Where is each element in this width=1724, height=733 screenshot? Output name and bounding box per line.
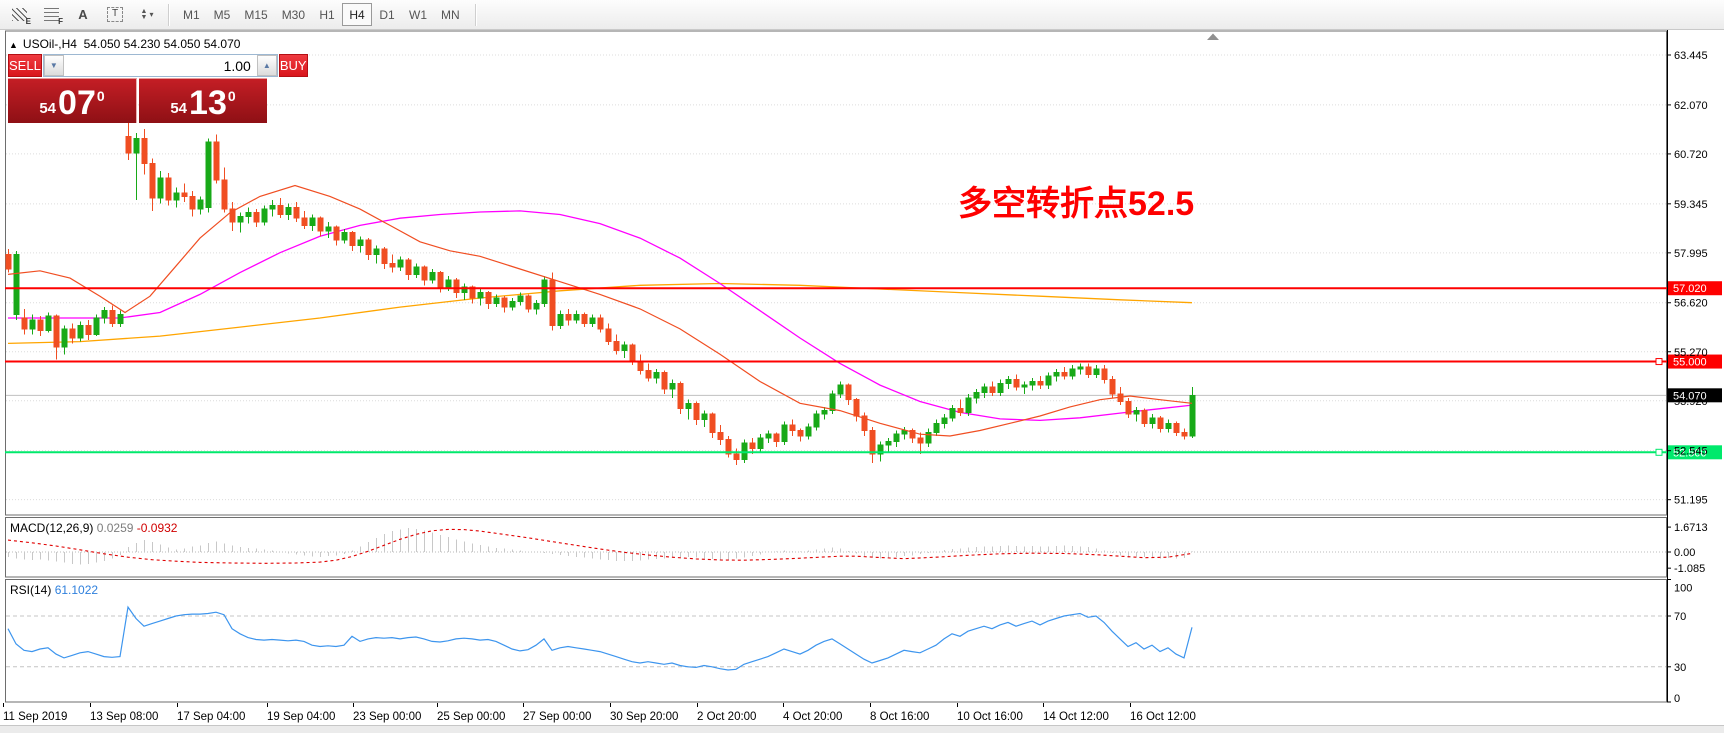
macd-axis-label: -1.085 — [1674, 563, 1705, 575]
annotation-text[interactable]: 多空转折点52.5 — [958, 185, 1195, 223]
text-box-icon[interactable]: T — [102, 4, 128, 26]
price-axis-label: 60.720 — [1674, 149, 1708, 161]
time-axis-label: 27 Sep 00:00 — [523, 711, 591, 723]
price-badge-55.000: 55.000 — [1668, 354, 1722, 369]
macd-axis-label: 1.6713 — [1674, 522, 1708, 534]
timeframe-tab-mn[interactable]: MN — [441, 7, 460, 22]
volume-decrement-button[interactable]: ▼ — [43, 55, 64, 76]
ohlc-readout: 54.050 54.230 54.050 54.070 — [83, 37, 241, 51]
timeframe-tab-w1[interactable]: W1 — [409, 7, 428, 22]
time-axis-label: 8 Oct 16:00 — [870, 711, 929, 723]
macd-indicator-label: MACD(12,26,9) 0.0259 -0.0932 — [10, 521, 178, 535]
price-axis-label: 57.995 — [1674, 248, 1708, 260]
buy-button[interactable]: BUY — [278, 54, 308, 77]
toolbar: E F A T ▲ ▼ ▾ M1 M5 M15 M30 H1 H4 D1 W1 MN — [0, 0, 1724, 30]
rsi-value: 61.1022 — [54, 583, 99, 597]
rsi-pane: 100 70 30 0 — [6, 579, 1692, 705]
macd-value: 0.0259 — [96, 521, 134, 535]
svg-text:57.020: 57.020 — [1673, 283, 1707, 295]
sell-price[interactable]: 54 07 0 — [8, 78, 137, 123]
price-badge-52.500: 52.500 — [1668, 445, 1722, 460]
time-axis-label: 2 Oct 20:00 — [697, 711, 756, 723]
current-price-badge: 54.070 — [1668, 388, 1722, 403]
text-label-icon[interactable]: A — [78, 7, 88, 22]
time-axis-label: 19 Sep 04:00 — [267, 711, 335, 723]
time-axis-label: 30 Sep 20:00 — [610, 711, 678, 723]
toolbar-separator — [168, 3, 170, 26]
support-line-52.500[interactable] — [5, 448, 1667, 456]
rsi-axis-label: 70 — [1674, 611, 1686, 623]
time-axis-label: 25 Sep 00:00 — [437, 711, 505, 723]
sell-button[interactable]: SELL — [8, 54, 42, 77]
rsi-axis-label: 0 — [1674, 693, 1680, 705]
horizontal-scrollbar[interactable] — [0, 725, 1724, 733]
svg-text:52.500: 52.500 — [1673, 447, 1707, 459]
buy-price[interactable]: 54 13 0 — [139, 78, 267, 123]
rsi-indicator-label: RSI(14) 61.1022 — [10, 583, 99, 597]
time-axis-label: 4 Oct 20:00 — [783, 711, 842, 723]
rsi-axis-label: 30 — [1674, 662, 1686, 674]
rsi-line — [7, 605, 1193, 671]
arrow-objects-icon[interactable]: ▲ ▼ ▾ — [140, 7, 154, 21]
equidistant-channel-icon[interactable]: E — [6, 4, 32, 26]
ma-medium-line[interactable] — [8, 210, 1193, 422]
macd-pane: 1.6713 0.00 -1.085 — [6, 522, 1708, 575]
price-axis-label: 59.345 — [1674, 199, 1708, 211]
time-axis[interactable]: 11 Sep 2019 13 Sep 08:00 17 Sep 04:00 19 Se… — [3, 703, 1196, 723]
macd-signal-line — [7, 528, 1193, 564]
macd-signal-value: -0.0932 — [136, 521, 178, 535]
time-axis-label: 11 Sep 2019 — [3, 711, 67, 723]
time-axis-label: 23 Sep 00:00 — [353, 711, 421, 723]
volume-increment-button[interactable]: ▲ — [256, 55, 277, 76]
symbol-title: USOil-,H4 — [22, 37, 77, 51]
chart-canvas[interactable]: 57.020 55.000 52.500 63.445 62.070 60.720 59.3… — [0, 30, 1724, 733]
chart-window: 57.020 55.000 52.500 63.445 62.070 60.720 59.3… — [0, 30, 1724, 733]
chart-shift-icon[interactable] — [1207, 33, 1219, 41]
macd-histogram — [7, 528, 1194, 565]
price-axis-label: 51.195 — [1674, 495, 1708, 507]
one-click-toggle-icon[interactable]: ▲ — [9, 40, 18, 50]
timeframe-tab-m15[interactable]: M15 — [244, 7, 268, 22]
time-axis-label: 17 Sep 04:00 — [177, 711, 245, 723]
time-axis-label: 14 Oct 12:00 — [1043, 711, 1109, 723]
price-axis-label: 55.270 — [1674, 347, 1708, 359]
svg-text:55.000: 55.000 — [1673, 357, 1707, 369]
timeframe-tab-m1[interactable]: M1 — [183, 7, 200, 22]
timeframe-tab-d1[interactable]: D1 — [379, 7, 395, 22]
rsi-axis-label: 100 — [1674, 583, 1692, 595]
svg-text:54.070: 54.070 — [1673, 390, 1707, 402]
time-axis-label: 10 Oct 16:00 — [957, 711, 1023, 723]
time-axis-label: 16 Oct 12:00 — [1130, 711, 1196, 723]
price-axis-label: 62.070 — [1674, 100, 1708, 112]
macd-axis-label: 0.00 — [1674, 547, 1695, 559]
symbol-info: ▲ USOil-,H4 54.050 54.230 54.050 54.070 — [9, 37, 240, 51]
fibonacci-lines-icon[interactable]: F — [38, 4, 64, 26]
timeframe-tab-m30[interactable]: M30 — [281, 7, 306, 22]
timeframe-tab-h1[interactable]: H1 — [319, 7, 335, 22]
timeframe-tab-h4[interactable]: H4 — [342, 3, 373, 26]
one-click-trade-panel: SELL ▼ ▲ BUY 54 07 0 54 13 0 — [8, 54, 308, 123]
price-axis-label: 63.445 — [1674, 50, 1708, 62]
ma-fast-line[interactable] — [7, 184, 1193, 437]
price-badge-57.020: 57.020 — [1668, 281, 1722, 295]
resistance-line-55.000[interactable] — [5, 358, 1667, 366]
candles — [5, 116, 1196, 466]
pane-frames — [5, 30, 1668, 703]
price-axis-label: 56.620 — [1674, 298, 1708, 310]
price-axis-label: 52.545 — [1674, 446, 1708, 458]
price-axis[interactable]: 63.445 62.070 60.720 59.345 57.995 56.620 55.2… — [1667, 50, 1708, 507]
volume-stepper: ▼ ▲ — [42, 54, 278, 77]
time-axis-label: 13 Sep 08:00 — [90, 711, 158, 723]
toolbar-separator — [474, 3, 477, 26]
volume-input[interactable] — [63, 55, 257, 76]
timeframe-tab-m5[interactable]: M5 — [213, 7, 231, 22]
